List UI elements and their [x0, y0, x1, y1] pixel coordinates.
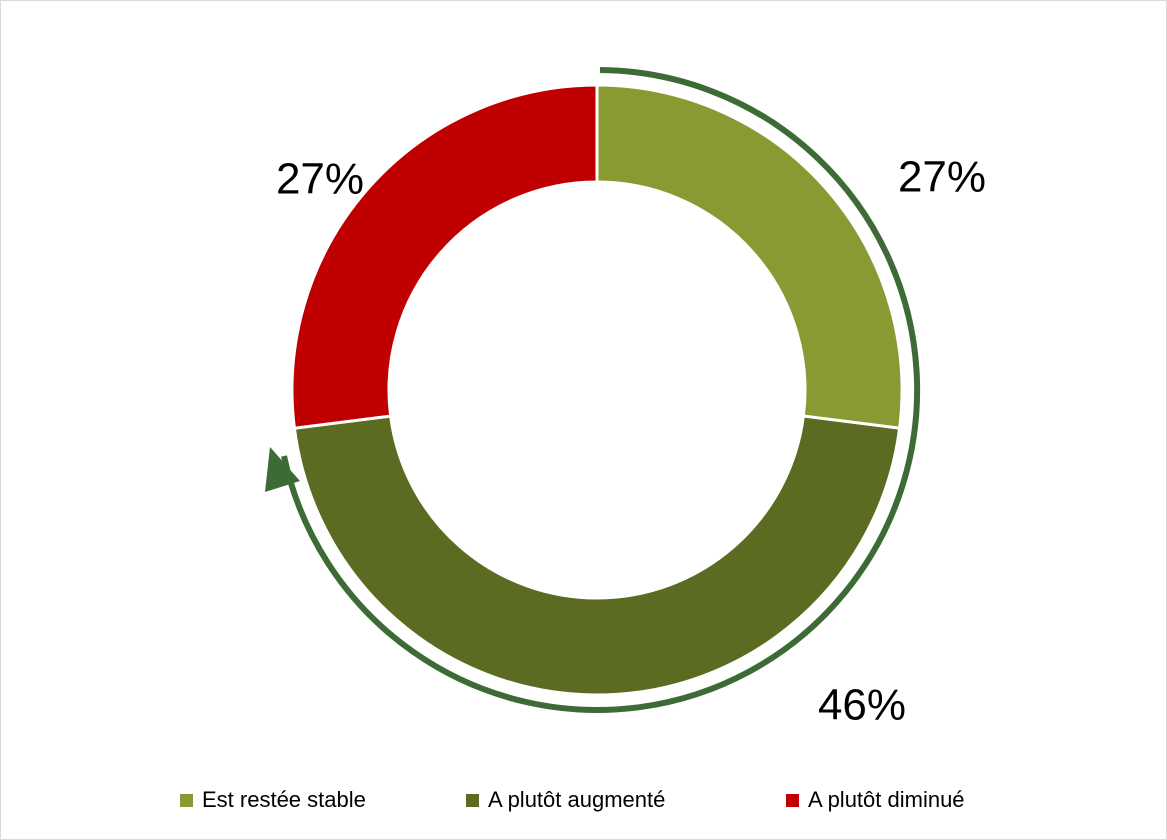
- annotation-arrow: [281, 67, 921, 713]
- value-label: 27%: [898, 153, 986, 202]
- donut-slice: [292, 414, 902, 697]
- legend-swatch: [180, 794, 193, 807]
- value-label: 46%: [818, 681, 906, 730]
- value-label: 27%: [276, 155, 364, 204]
- legend-label: A plutôt augmenté: [488, 787, 665, 812]
- legend-swatch: [786, 794, 799, 807]
- legend-label: Est restée stable: [202, 787, 366, 812]
- legend-swatch: [466, 794, 479, 807]
- donut-slice: [290, 83, 599, 430]
- donut-slice: [595, 83, 904, 430]
- arrow-head: [265, 447, 300, 492]
- legend-label: A plutôt diminué: [808, 787, 965, 812]
